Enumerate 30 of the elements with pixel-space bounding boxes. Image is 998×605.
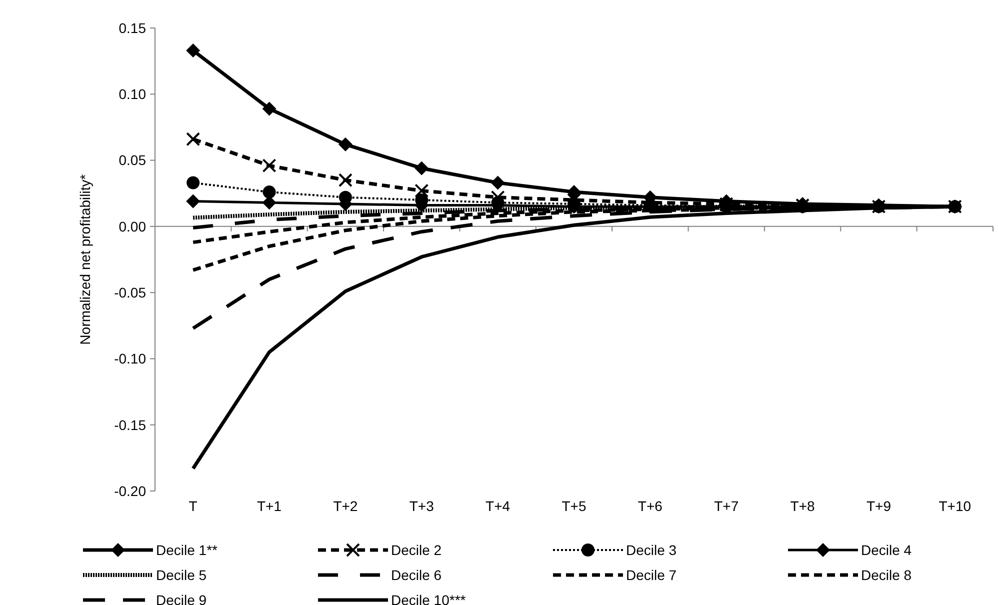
x-tick-label: T+5 [562, 498, 586, 514]
y-axis-title: Normalized net profitability* [77, 174, 93, 345]
x-tick-label: T+4 [486, 498, 510, 514]
legend-label: Decile 4 [861, 542, 912, 558]
legend-label: Decile 6 [391, 566, 442, 583]
x-tick-label: T+9 [866, 498, 892, 514]
legend-label: Decile 3 [626, 542, 677, 558]
legend-label: Decile 1** [156, 542, 218, 558]
x-tick-label: T+3 [409, 498, 434, 514]
x-tick-label: T+6 [638, 498, 663, 514]
x-tick-label: T [188, 498, 198, 514]
y-tick-label: 0.15 [118, 20, 146, 36]
legend-label: Decile 2 [391, 542, 442, 558]
x-tick-label: T+8 [790, 498, 816, 514]
x-tick-label: T+2 [333, 498, 358, 514]
legend-label: Decile 9 [156, 592, 207, 605]
y-tick-label: 0.10 [118, 86, 146, 102]
y-tick-label: -0.15 [114, 416, 146, 433]
x-tick-label: T+10 [938, 498, 972, 514]
x-tick-label: T+7 [714, 498, 739, 514]
legend-label: Decile 5 [156, 566, 207, 583]
legend-label: Decile 8 [861, 566, 912, 583]
y-tick-label: -0.20 [114, 482, 146, 499]
y-tick-label: -0.10 [114, 350, 146, 367]
legend-label: Decile 7 [626, 566, 677, 583]
legend-label: Decile 10*** [391, 592, 466, 605]
x-tick-label: T+1 [257, 498, 282, 514]
y-tick-label: -0.05 [114, 284, 146, 300]
y-tick-label: 0.00 [118, 218, 146, 234]
y-tick-label: 0.05 [118, 152, 146, 168]
